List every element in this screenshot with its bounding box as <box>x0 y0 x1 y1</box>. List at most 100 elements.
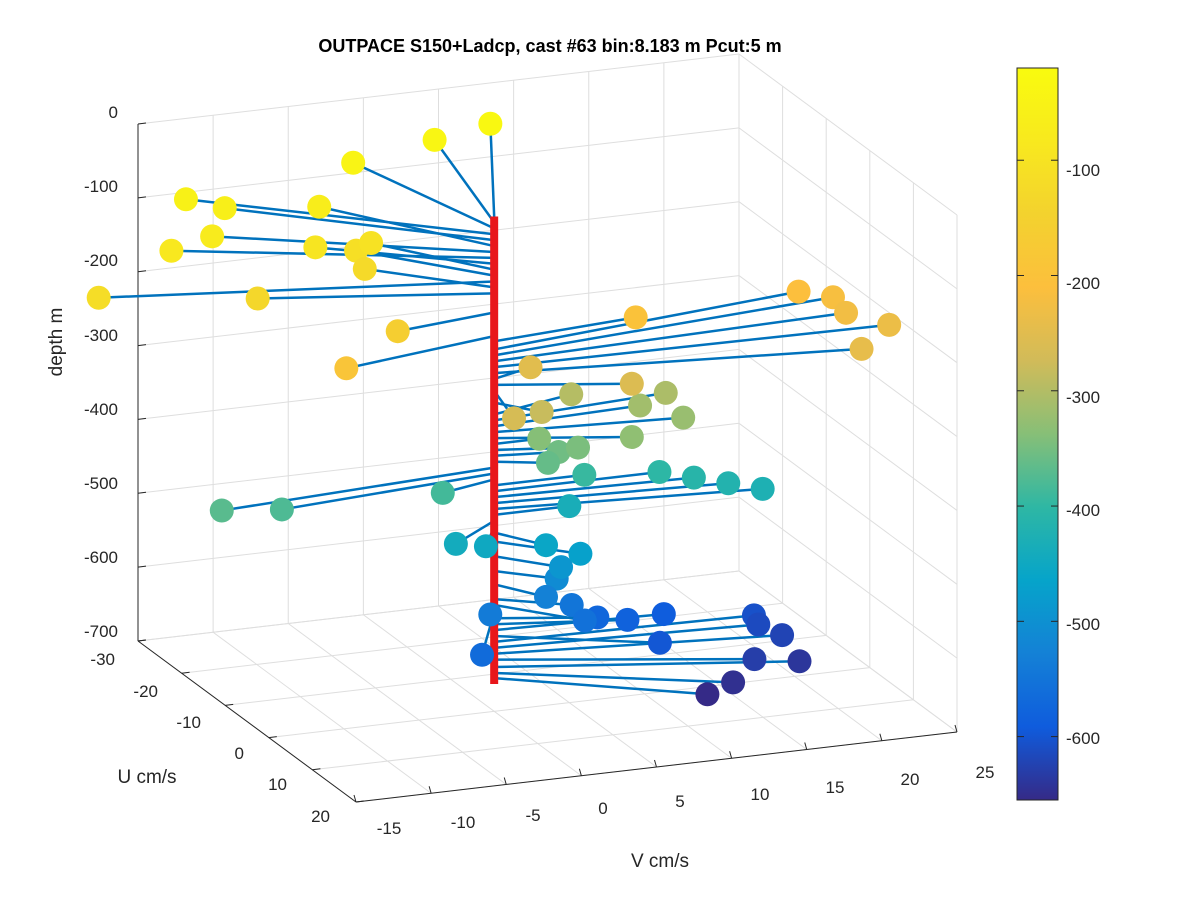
grid-line <box>312 699 914 771</box>
grid-line <box>137 201 740 273</box>
z-axis-label: depth m <box>46 308 67 377</box>
velocity-point <box>557 494 582 519</box>
velocity-point <box>750 476 775 501</box>
velocity-stem <box>98 280 495 299</box>
velocity-point <box>478 111 503 136</box>
x-tick-label: 0 <box>598 799 607 818</box>
velocity-point <box>535 450 560 475</box>
z-tick-mark <box>137 270 147 273</box>
velocity-stem <box>494 435 632 440</box>
colorbar-tick-marks <box>1017 159 1058 738</box>
velocity-point <box>422 127 447 152</box>
velocity-stem <box>494 382 632 387</box>
velocity-point <box>615 607 640 632</box>
y-tick-label: 0 <box>235 744 244 763</box>
velocity-point <box>212 196 237 221</box>
y-tick-mark <box>312 768 321 771</box>
velocity-point <box>159 238 184 263</box>
grid-line <box>137 496 740 568</box>
grid-line <box>738 496 958 659</box>
velocity-point <box>849 336 874 361</box>
velocity-point <box>834 300 859 325</box>
grid-line <box>212 631 432 794</box>
velocity-stem <box>224 206 495 242</box>
colorbar-tick-label: -400 <box>1066 501 1100 520</box>
x-tick-mark <box>503 777 507 785</box>
grid-line <box>663 579 883 742</box>
velocity-stem <box>494 347 862 375</box>
velocity-point <box>647 630 672 655</box>
y-axis-line <box>137 640 357 803</box>
velocity-point <box>681 465 706 490</box>
grid-line <box>181 602 783 674</box>
y-tick-mark <box>268 736 277 739</box>
velocity-point <box>303 235 328 260</box>
grid-line <box>738 422 958 585</box>
grid-line <box>137 275 740 347</box>
x-tick-mark <box>879 733 883 741</box>
velocity-point <box>385 319 410 344</box>
y-tick-label: -20 <box>133 682 158 701</box>
x-tick-label: 5 <box>675 792 684 811</box>
colorbar: -100 -200 -300 -400 -500 -600 <box>1016 67 1100 801</box>
velocity-stem <box>494 311 847 363</box>
velocity-point <box>473 534 498 559</box>
velocity-point <box>653 380 678 405</box>
velocity-point <box>647 460 672 485</box>
velocity-stem <box>352 161 495 230</box>
x-tick-mark <box>729 751 733 759</box>
x-axis-ticks: -15 -10 -5 0 5 10 15 20 25 <box>377 763 995 838</box>
y-tick-label: -30 <box>90 650 115 669</box>
velocity-point <box>443 531 468 556</box>
velocity-point <box>245 286 270 311</box>
velocity-point <box>786 279 811 304</box>
x-tick-mark <box>428 786 432 794</box>
grid-line <box>438 605 657 768</box>
velocity-point <box>502 406 527 431</box>
grid-line <box>137 53 740 125</box>
z-tick-mark <box>137 344 147 347</box>
y-tick-mark <box>181 671 190 674</box>
velocity-stem <box>318 205 495 248</box>
velocity-point <box>566 435 591 460</box>
velocity-point <box>721 670 746 695</box>
velocity-stem <box>397 311 495 333</box>
grid-line <box>225 634 827 706</box>
axes-box <box>137 122 958 803</box>
velocity-point <box>572 608 597 633</box>
z-tick-label: -200 <box>84 251 118 270</box>
velocity-point <box>534 533 559 558</box>
x-tick-label: 15 <box>826 778 845 797</box>
grid-line <box>287 623 507 785</box>
velocity-point <box>742 647 767 672</box>
velocity-point <box>746 612 771 637</box>
colorbar-tick-label: -600 <box>1066 729 1100 748</box>
velocity-point <box>470 642 495 667</box>
grid-line <box>738 570 958 733</box>
x-tick-label: 10 <box>751 785 770 804</box>
velocity-stem <box>257 292 495 300</box>
velocity-point <box>877 312 902 337</box>
colorbar-tick-label: -200 <box>1066 274 1100 293</box>
grid-line <box>738 275 958 437</box>
velocity-point <box>559 382 584 407</box>
z-tick-label: 0 <box>109 103 118 122</box>
z-tick-label: -300 <box>84 326 118 345</box>
colorbar-tick-label: -300 <box>1066 388 1100 407</box>
z-tick-label: -400 <box>84 400 118 419</box>
x-tick-mark <box>954 724 958 733</box>
y-tick-mark <box>355 800 365 803</box>
grid-line <box>738 201 958 364</box>
velocity-stem <box>171 249 495 260</box>
grid-line <box>738 53 958 216</box>
velocity-point <box>568 541 593 566</box>
velocity-point <box>572 462 597 487</box>
velocity-stem <box>494 597 572 607</box>
velocity-point <box>623 305 648 330</box>
y-tick-label: -10 <box>176 713 201 732</box>
x-tick-label: -5 <box>525 806 540 825</box>
x-tick-label: 20 <box>901 770 920 789</box>
z-tick-label: -700 <box>84 622 118 641</box>
x-tick-mark <box>654 759 657 768</box>
data-layer <box>86 111 902 707</box>
